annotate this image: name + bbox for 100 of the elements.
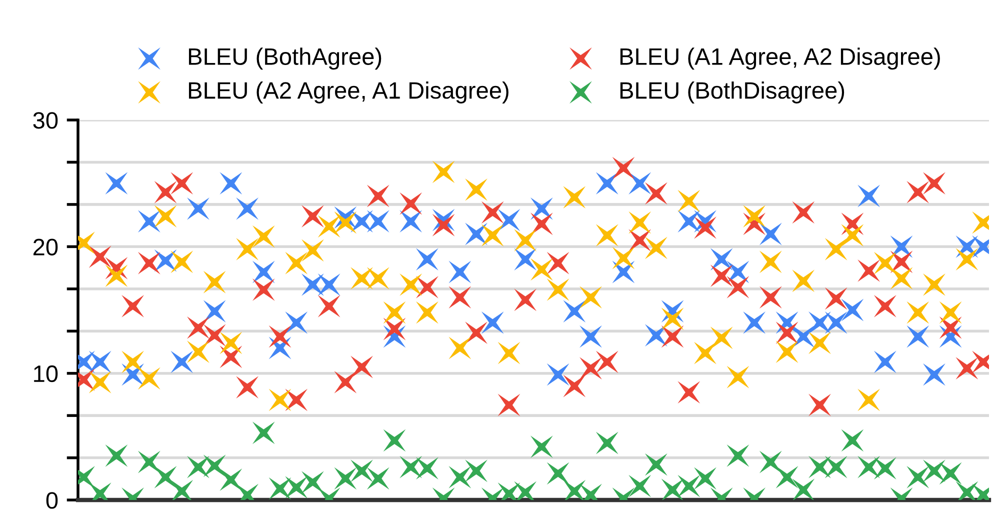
point bbox=[906, 181, 930, 204]
point bbox=[302, 205, 324, 228]
point bbox=[694, 216, 716, 239]
point bbox=[154, 249, 177, 272]
point bbox=[465, 460, 488, 482]
point bbox=[580, 325, 602, 348]
point bbox=[530, 197, 553, 220]
point bbox=[220, 468, 242, 491]
point bbox=[808, 394, 831, 416]
point bbox=[105, 444, 128, 467]
point bbox=[530, 258, 553, 281]
point bbox=[923, 273, 946, 296]
point bbox=[187, 316, 210, 339]
point bbox=[939, 301, 962, 324]
point bbox=[203, 324, 226, 347]
legend-label: BLEU (A2 Agree, A1 Disagree) bbox=[188, 81, 508, 104]
point bbox=[465, 178, 488, 201]
point bbox=[498, 208, 520, 232]
point bbox=[334, 371, 357, 394]
point bbox=[858, 456, 880, 478]
point bbox=[678, 190, 700, 212]
point bbox=[858, 260, 880, 282]
point bbox=[824, 287, 848, 310]
point bbox=[580, 357, 602, 380]
point bbox=[858, 388, 880, 412]
point bbox=[465, 322, 488, 344]
y-tick-label: 20 bbox=[33, 238, 58, 256]
point bbox=[906, 325, 930, 348]
point bbox=[416, 276, 438, 298]
point bbox=[366, 210, 390, 233]
point bbox=[383, 429, 406, 452]
point bbox=[628, 172, 652, 195]
point bbox=[530, 212, 553, 236]
point bbox=[203, 454, 226, 477]
point bbox=[465, 222, 488, 246]
point bbox=[498, 394, 520, 416]
point bbox=[170, 172, 194, 195]
point bbox=[285, 311, 308, 334]
point bbox=[906, 466, 930, 488]
point bbox=[694, 342, 716, 364]
point bbox=[88, 371, 112, 394]
point bbox=[416, 301, 438, 324]
point bbox=[530, 436, 553, 458]
point bbox=[596, 432, 618, 454]
point bbox=[268, 477, 292, 500]
point bbox=[596, 172, 618, 195]
point bbox=[612, 156, 635, 180]
point bbox=[400, 273, 422, 296]
point bbox=[203, 270, 226, 294]
point bbox=[285, 388, 308, 412]
point bbox=[710, 248, 733, 271]
point bbox=[628, 211, 652, 234]
point bbox=[220, 346, 242, 368]
point bbox=[726, 260, 750, 284]
point bbox=[122, 295, 144, 318]
point bbox=[808, 456, 831, 478]
point bbox=[726, 366, 750, 388]
point bbox=[939, 462, 962, 485]
point bbox=[448, 286, 472, 309]
point bbox=[122, 363, 144, 386]
point bbox=[318, 215, 340, 238]
point bbox=[138, 367, 160, 390]
point bbox=[514, 229, 537, 252]
legend-label: BLEU (A1 Agree, A2 Disagree) bbox=[620, 48, 940, 70]
point bbox=[416, 248, 438, 271]
point bbox=[448, 466, 472, 488]
point bbox=[956, 357, 978, 380]
point bbox=[546, 462, 570, 485]
point bbox=[841, 224, 864, 246]
point bbox=[874, 295, 896, 318]
point bbox=[759, 286, 782, 309]
point bbox=[481, 201, 504, 224]
point bbox=[498, 342, 520, 364]
point bbox=[546, 252, 570, 274]
point bbox=[956, 248, 978, 271]
point bbox=[350, 460, 373, 482]
point bbox=[792, 270, 815, 292]
point bbox=[644, 453, 668, 476]
point bbox=[726, 444, 750, 467]
point bbox=[776, 340, 798, 363]
point bbox=[302, 239, 324, 262]
legend-label: BLEU (BothAgree) bbox=[188, 48, 382, 70]
point bbox=[366, 267, 390, 290]
point bbox=[170, 350, 194, 374]
point bbox=[236, 376, 258, 398]
point bbox=[154, 466, 177, 488]
point bbox=[824, 456, 848, 478]
point bbox=[400, 192, 422, 215]
point bbox=[432, 160, 455, 184]
point bbox=[138, 450, 160, 474]
point bbox=[236, 197, 258, 220]
y-tick-label: 10 bbox=[34, 365, 58, 382]
point bbox=[350, 356, 373, 378]
point bbox=[154, 205, 177, 228]
point bbox=[858, 184, 880, 208]
point bbox=[644, 324, 668, 347]
point bbox=[792, 478, 815, 500]
point bbox=[841, 429, 864, 452]
point bbox=[285, 476, 308, 499]
point bbox=[661, 478, 684, 500]
